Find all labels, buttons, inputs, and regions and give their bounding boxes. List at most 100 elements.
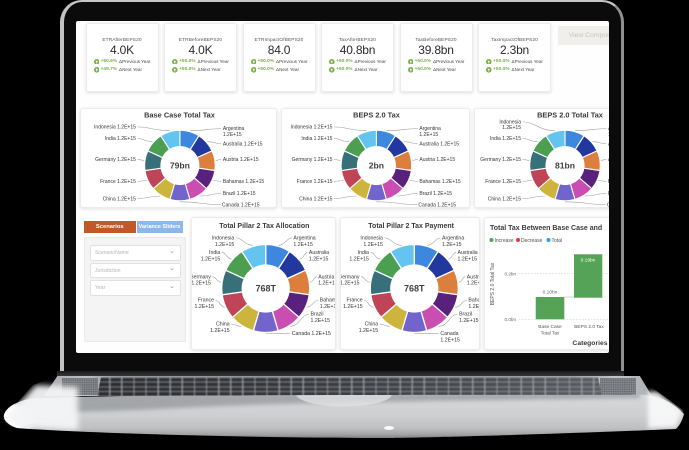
svg-text:Brazil 1.2E+15: Brazil 1.2E+15 [419, 191, 452, 197]
svg-text:Indonesia 1.2E+15: Indonesia 1.2E+15 [94, 125, 136, 131]
svg-text:Australia 1.2E+15: Australia 1.2E+15 [223, 142, 263, 148]
svg-text:Australia: Australia [309, 250, 329, 256]
svg-text:France 1.2E+15: France 1.2E+15 [100, 179, 136, 185]
svg-text:Austria: Austria [318, 274, 334, 280]
svg-text:Australia: Australia [457, 250, 477, 256]
svg-text:India 1.2E+15: India 1.2E+15 [490, 136, 521, 142]
svg-text:Bahamas: Bahamas [320, 298, 336, 304]
svg-text:Total Tax Between Base Case an: Total Tax Between Base Case and [490, 225, 602, 232]
svg-text:China 1.2E+15: China 1.2E+15 [103, 196, 136, 202]
svg-text:1.2E+15: 1.2E+15 [608, 132, 609, 138]
svg-text:1.2E+15: 1.2E+15 [223, 132, 242, 138]
svg-text:China: China [216, 322, 230, 328]
svg-text:Germany 1.2E+15: Germany 1.2E+15 [480, 157, 521, 163]
svg-text:Brazil 1.2E+15: Brazil 1.2E+15 [608, 191, 609, 197]
svg-text:India: India [209, 250, 220, 256]
svg-text:Brazil: Brazil [459, 312, 472, 318]
svg-text:Australia 1.2E+15: Australia 1.2E+15 [419, 142, 459, 148]
svg-text:Argentina: Argentina [419, 126, 441, 132]
svg-text:1.2E+15: 1.2E+15 [343, 304, 363, 310]
svg-text:Argentina: Argentina [223, 126, 245, 132]
svg-text:France 1.2E+15: France 1.2E+15 [485, 179, 521, 185]
svg-text:81bn: 81bn [555, 161, 575, 171]
svg-text:Decrease: Decrease [521, 238, 543, 244]
svg-text:Brazil 1.2E+15: Brazil 1.2E+15 [223, 191, 256, 197]
svg-text:Australia 1.2E+15: Australia 1.2E+15 [608, 142, 609, 148]
svg-text:Bahamas 1.2E+15: Bahamas 1.2E+15 [608, 179, 609, 185]
svg-text:0.2bn: 0.2bn [505, 272, 517, 277]
svg-text:BEPS 2.0 Tax: BEPS 2.0 Tax [353, 111, 401, 120]
svg-text:Austria: Austria [466, 274, 479, 280]
svg-text:1.2E+15: 1.2E+15 [419, 132, 438, 138]
svg-text:1.2E+15: 1.2E+15 [502, 125, 521, 131]
svg-text:Canada 1.2E+15: Canada 1.2E+15 [222, 202, 260, 208]
svg-text:Increase: Increase [495, 238, 514, 244]
svg-text:Germany: Germany [341, 274, 360, 280]
svg-text:Canada: Canada [440, 331, 458, 337]
svg-text:India 1.2E+15: India 1.2E+15 [105, 136, 136, 142]
svg-text:1.2E+15: 1.2E+15 [349, 256, 369, 262]
svg-text:China: China [364, 322, 378, 328]
svg-text:0.0bn: 0.0bn [505, 317, 517, 322]
svg-text:1.2E+15: 1.2E+15 [215, 242, 235, 248]
svg-text:Germany 1.2E+15: Germany 1.2E+15 [292, 157, 333, 163]
svg-text:1.2E+15: 1.2E+15 [358, 328, 378, 334]
svg-text:1.2E+15: 1.2E+15 [468, 304, 480, 310]
svg-text:Argentina: Argentina [608, 126, 609, 132]
svg-text:0.19bn: 0.19bn [581, 258, 596, 264]
svg-text:Bahamas 1.2E+15: Bahamas 1.2E+15 [223, 179, 264, 185]
svg-text:1.2E+15: 1.2E+15 [318, 281, 335, 287]
svg-text:1.2E+15: 1.2E+15 [210, 328, 230, 334]
svg-text:Canada 1.2E+15: Canada 1.2E+15 [418, 202, 456, 208]
svg-text:768T: 768T [256, 284, 277, 294]
svg-text:1.2E+15: 1.2E+15 [363, 242, 383, 248]
svg-text:1.2E+15: 1.2E+15 [459, 318, 479, 324]
svg-text:Austria 1.2E+15: Austria 1.2E+15 [608, 157, 609, 163]
svg-text:1.2E+15: 1.2E+15 [466, 281, 479, 287]
svg-text:China 1.2E+15: China 1.2E+15 [299, 196, 332, 202]
svg-text:1.2E+15: 1.2E+15 [294, 242, 314, 248]
svg-text:Total Pillar 2 Tax Allocation: Total Pillar 2 Tax Allocation [220, 223, 310, 230]
svg-text:1.2E+15: 1.2E+15 [192, 281, 211, 287]
svg-text:Base Case: Base Case [538, 324, 562, 330]
svg-text:France: France [198, 298, 214, 304]
svg-text:Argentina: Argentina [442, 236, 464, 242]
svg-text:Indonesia: Indonesia [360, 236, 383, 242]
svg-text:China 1.2E+15: China 1.2E+15 [488, 196, 521, 202]
svg-text:1.2E+15: 1.2E+15 [195, 304, 215, 310]
svg-text:Germany 1.2E+15: Germany 1.2E+15 [95, 157, 136, 163]
svg-text:Indonesia: Indonesia [212, 236, 235, 242]
svg-text:Brazil: Brazil [311, 312, 324, 318]
svg-text:1.2E+15: 1.2E+15 [442, 242, 462, 248]
svg-text:BEPS 2.0 Total Tax: BEPS 2.0 Total Tax [537, 111, 604, 120]
svg-text:Austria 1.2E+15: Austria 1.2E+15 [419, 157, 455, 163]
svg-text:France 1.2E+15: France 1.2E+15 [297, 179, 333, 185]
svg-text:Total: Total [552, 238, 563, 244]
svg-text:1.2E+15: 1.2E+15 [311, 318, 331, 324]
svg-text:Austria 1.2E+15: Austria 1.2E+15 [223, 157, 259, 163]
svg-text:Canada 1.2E+15: Canada 1.2E+15 [607, 202, 609, 208]
svg-text:Categories: Categories [572, 340, 607, 347]
svg-text:79bn: 79bn [170, 161, 190, 171]
svg-text:0.10bn: 0.10bn [543, 290, 558, 296]
svg-text:Bahamas: Bahamas [468, 298, 480, 304]
svg-text:Canada 1.2E+15: Canada 1.2E+15 [292, 331, 331, 337]
svg-text:768T: 768T [404, 284, 425, 294]
svg-text:1.2E+15: 1.2E+15 [201, 256, 221, 262]
svg-text:Total Pillar 2 Tax Payment: Total Pillar 2 Tax Payment [368, 223, 454, 230]
svg-text:1.2E+15: 1.2E+15 [309, 256, 329, 262]
svg-text:Indonesia 1.2E+15: Indonesia 1.2E+15 [291, 125, 333, 131]
svg-text:France: France [346, 298, 362, 304]
svg-text:India: India [357, 250, 368, 256]
svg-text:1.2E+15: 1.2E+15 [457, 256, 477, 262]
svg-text:1.2E+15: 1.2E+15 [440, 337, 460, 343]
svg-text:BEPS 2.0 Tax: BEPS 2.0 Tax [574, 324, 604, 330]
svg-text:Germany: Germany [192, 274, 211, 280]
svg-text:Total Tax: Total Tax [541, 331, 560, 337]
svg-text:Indonesia: Indonesia [499, 120, 521, 126]
svg-text:1.2E+15: 1.2E+15 [341, 281, 360, 287]
svg-text:2bn: 2bn [369, 161, 384, 171]
svg-text:1.2E+15: 1.2E+15 [320, 304, 336, 310]
svg-text:India 1.2E+15: India 1.2E+15 [301, 136, 332, 142]
svg-text:Argentina: Argentina [294, 236, 316, 242]
